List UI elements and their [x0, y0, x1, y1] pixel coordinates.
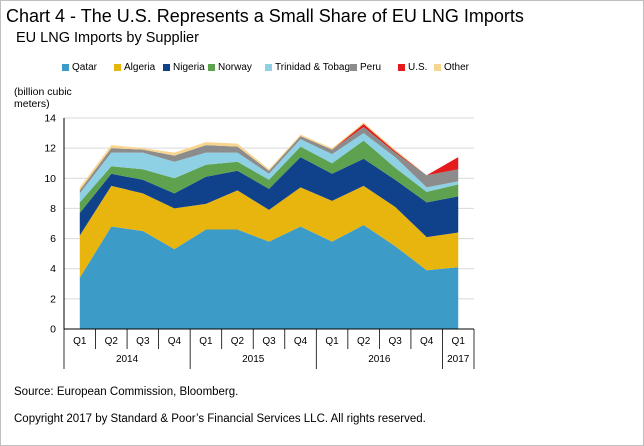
x-tick-label: Q1: [199, 336, 213, 347]
x-tick-label: Q4: [168, 336, 182, 347]
area-trinidad-tobago: [79, 133, 459, 203]
legend-item-other: Other: [434, 62, 469, 73]
legend-label: Peru: [360, 62, 382, 73]
area-norway: [79, 140, 459, 213]
legend-item-algeria: Algeria: [114, 62, 155, 73]
legend-label: Nigeria: [173, 62, 205, 73]
legend-item-u-s: U.S.: [398, 62, 427, 73]
year-label: 2017: [447, 354, 470, 365]
x-tick-label: Q1: [73, 336, 87, 347]
y-tick-label: 2: [50, 293, 56, 305]
y-tick-label: 0: [50, 324, 56, 336]
chart-title: Chart 4 - The U.S. Represents a Small Sh…: [6, 6, 524, 26]
y-tick-label: 12: [44, 143, 56, 155]
y-tick-label: 10: [44, 173, 56, 185]
y-tick-label: 4: [50, 263, 56, 275]
legend-label: Algeria: [124, 62, 156, 73]
legend-label: Other: [444, 62, 470, 73]
legend-swatch: [163, 64, 170, 71]
legend-swatch: [434, 64, 441, 71]
x-tick-label: Q2: [105, 336, 119, 347]
legend-swatch: [208, 64, 215, 71]
y-axis-label: (billion cubic meters): [14, 86, 72, 110]
y-tick-label: 6: [50, 233, 56, 245]
x-tick-label: Q4: [294, 336, 308, 347]
x-tick-label: Q1: [452, 336, 466, 347]
area-qatar: [79, 225, 459, 329]
copyright-note: Copyright 2017 by Standard & Poor’s Fina…: [14, 413, 426, 425]
x-tick-label: Q2: [231, 336, 245, 347]
x-tick-label: Q4: [420, 336, 434, 347]
legend-item-qatar: Qatar: [62, 62, 97, 73]
legend-swatch: [114, 64, 121, 71]
x-tick-label: Q3: [388, 336, 402, 347]
legend-item-trinidad-tobago: Trinidad & Tobago: [265, 62, 356, 73]
area-nigeria: [79, 157, 459, 238]
legend-label: Trinidad & Tobago: [275, 62, 356, 73]
legend-swatch: [398, 64, 405, 71]
legend-item-peru: Peru: [350, 62, 381, 73]
legend-label: U.S.: [408, 62, 428, 73]
legend-item-norway: Norway: [208, 62, 252, 73]
legend-swatch: [265, 64, 272, 71]
year-label: 2016: [368, 354, 391, 365]
x-tick-label: Q1: [325, 336, 339, 347]
y-tick-label: 8: [50, 203, 56, 215]
chart-subtitle: EU LNG Imports by Supplier: [16, 30, 199, 46]
x-tick-label: Q3: [136, 336, 150, 347]
y-tick-label: 14: [44, 113, 56, 125]
source-note: Source: European Commission, Bloomberg.: [14, 386, 239, 398]
legend-swatch: [350, 64, 357, 71]
legend-swatch: [62, 64, 69, 71]
year-label: 2015: [242, 354, 265, 365]
year-label: 2014: [116, 354, 139, 365]
area-algeria: [79, 185, 459, 278]
legend-label: Qatar: [72, 62, 98, 73]
legend-label: Norway: [218, 62, 252, 73]
legend-item-nigeria: Nigeria: [163, 62, 205, 73]
x-tick-label: Q3: [262, 336, 276, 347]
x-tick-label: Q2: [357, 336, 371, 347]
